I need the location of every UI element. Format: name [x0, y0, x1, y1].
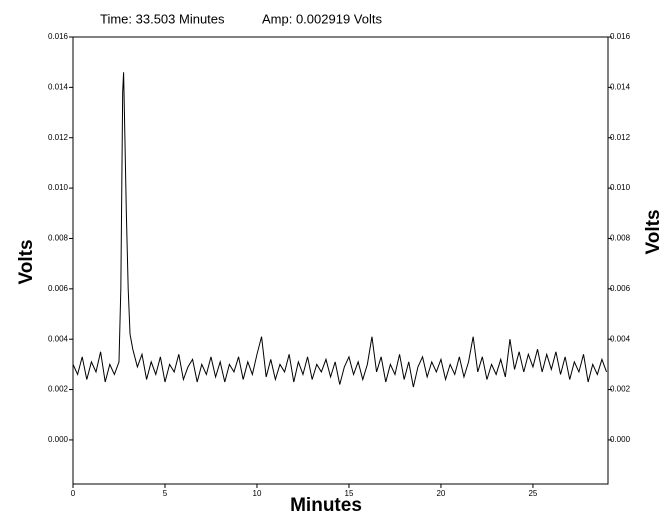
y2-tick-label: 0.006: [610, 284, 631, 293]
signal-trace: [72, 72, 607, 388]
x-tick-label: 25: [528, 489, 537, 498]
y-tick-label: 0.012: [48, 133, 69, 142]
y-tick-label: 0.006: [48, 284, 69, 293]
x-tick-label: 20: [436, 489, 445, 498]
y2-axis-title: Volts: [643, 209, 664, 254]
y2-tick-label: 0.000: [610, 435, 631, 444]
y-tick-label: 0.004: [48, 334, 69, 343]
y-axis-title: Volts: [16, 239, 37, 284]
y-tick-label: 0.016: [48, 32, 69, 41]
time-readout: Time: 33.503 Minutes: [100, 11, 225, 26]
y-tick-label: 0.002: [48, 385, 69, 394]
x-tick-label: 5: [163, 489, 168, 498]
y-tick-label: 0.010: [48, 183, 69, 192]
amp-readout: Amp: 0.002919 Volts: [262, 11, 382, 26]
y-tick-label: 0.000: [48, 435, 69, 444]
x-axis-title: Minutes: [290, 495, 362, 516]
y2-tick-label: 0.008: [610, 234, 631, 243]
x-tick-label: 10: [253, 489, 262, 498]
x-tick-label: 0: [71, 489, 76, 498]
y2-tick-label: 0.014: [610, 82, 631, 91]
y2-tick-label: 0.010: [610, 183, 631, 192]
y2-tick-label: 0.012: [610, 133, 631, 142]
y-tick-label: 0.008: [48, 234, 69, 243]
y2-tick-label: 0.002: [610, 385, 631, 394]
y2-tick-label: 0.016: [610, 32, 631, 41]
y2-tick-label: 0.004: [610, 334, 631, 343]
x-tick-label: 15: [345, 489, 354, 498]
plot-frame: [72, 36, 609, 485]
y-tick-label: 0.014: [48, 82, 69, 91]
